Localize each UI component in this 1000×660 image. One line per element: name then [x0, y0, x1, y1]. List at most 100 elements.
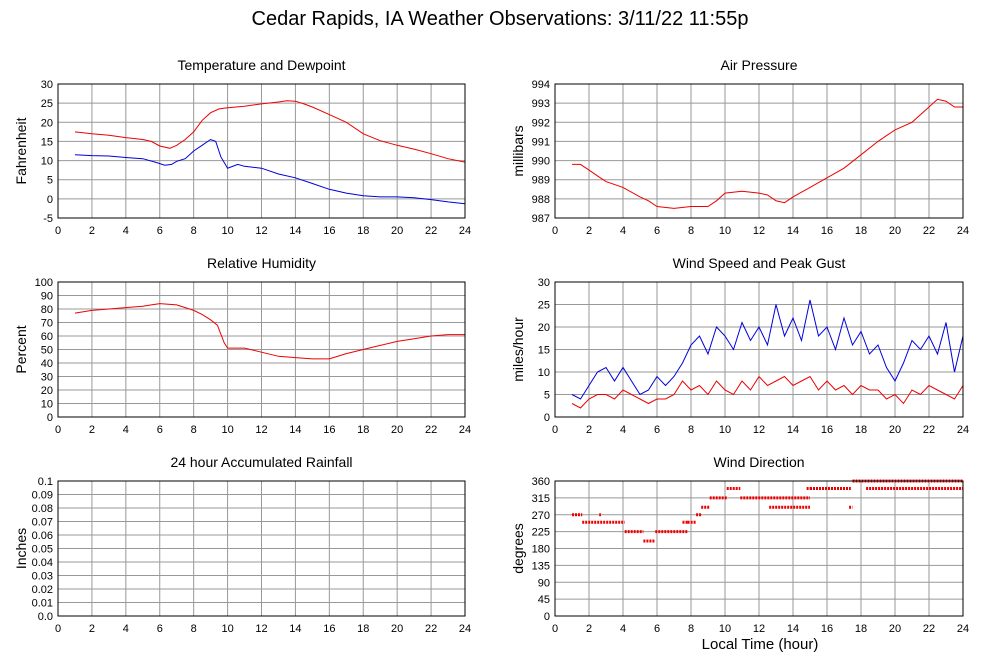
- direction-xtick-label: 22: [923, 623, 935, 635]
- direction-ytick-label: 225: [532, 527, 550, 539]
- humidity-ytick-label: 80: [41, 304, 53, 316]
- temp-dew-title: Temperature and Dewpoint: [177, 57, 345, 73]
- wind-ytick-label: 15: [538, 345, 550, 357]
- direction-xtick-label: 16: [821, 623, 833, 635]
- direction-plot-frame: [554, 480, 964, 617]
- humidity-series-red-line: [74, 303, 465, 360]
- humidity-ytick-label: 30: [41, 372, 53, 384]
- rain-ytick-label: 0.0: [38, 611, 53, 623]
- rain-ytick-label: 0.04: [32, 557, 53, 569]
- wind-xtick-label: 2: [586, 424, 592, 436]
- direction-ytick-label: 45: [538, 594, 550, 606]
- temp-dew-ytick-label: 20: [41, 117, 53, 129]
- rain-xtick-label: 24: [459, 623, 471, 635]
- pressure-xtick-label: 2: [586, 225, 592, 237]
- temp-dew-xtick-label: 2: [89, 225, 95, 237]
- rain-ytick-label: 0.02: [32, 584, 53, 596]
- temp-dew-xtick-label: 8: [191, 225, 197, 237]
- wind-xtick-label: 22: [923, 424, 935, 436]
- temp-dew-ytick-label: 10: [41, 156, 53, 168]
- wind-xtick-label: 4: [620, 424, 626, 436]
- pressure-xtick-label: 24: [957, 225, 969, 237]
- direction-xtick-label: 4: [620, 623, 626, 635]
- humidity-ytick-label: 40: [41, 358, 53, 370]
- rain-plot-frame: [57, 480, 466, 617]
- humidity-xtick-label: 2: [89, 424, 95, 436]
- wind-title: Wind Speed and Peak Gust: [673, 255, 846, 271]
- direction-xtick-label: 8: [688, 623, 694, 635]
- wind-xtick-label: 24: [957, 424, 969, 436]
- temp-dew-xtick-label: 22: [425, 225, 437, 237]
- rain-xtick-label: 8: [191, 623, 197, 635]
- wind-ytick-label: 0: [544, 412, 550, 424]
- humidity-ylabel: Percent: [13, 325, 29, 373]
- humidity-xtick-label: 22: [425, 424, 437, 436]
- pressure-ytick-label: 990: [532, 156, 550, 168]
- temp-dew-xtick-label: 4: [123, 225, 129, 237]
- pressure-xtick-label: 10: [719, 225, 731, 237]
- pressure-xtick-label: 20: [889, 225, 901, 237]
- rain-xtick-label: 10: [221, 623, 233, 635]
- temp-dew-series-red-line: [74, 100, 466, 163]
- page-title: Cedar Rapids, IA Weather Observations: 3…: [251, 8, 749, 30]
- humidity-xtick-label: 10: [221, 424, 233, 436]
- pressure-xtick-label: 4: [620, 225, 626, 237]
- rain-xtick-label: 16: [323, 623, 335, 635]
- pressure-ytick-label: 994: [532, 79, 550, 91]
- wind-xtick-label: 14: [787, 424, 799, 436]
- direction-title: Wind Direction: [713, 454, 804, 470]
- temp-dew-xtick-label: 24: [459, 225, 471, 237]
- direction-ytick-label: 180: [532, 544, 550, 556]
- humidity-title: Relative Humidity: [207, 255, 316, 271]
- direction-ytick-label: 135: [532, 560, 550, 572]
- rain-xtick-label: 22: [425, 623, 437, 635]
- pressure-ytick-label: 988: [532, 194, 550, 206]
- pressure-ytick-label: 993: [532, 98, 550, 110]
- rain-xtick-label: 18: [357, 623, 369, 635]
- temp-dew-xtick-label: 14: [289, 225, 301, 237]
- humidity-ytick-label: 60: [41, 331, 53, 343]
- rain-xtick-label: 4: [123, 623, 129, 635]
- wind-ylabel: miles/hour: [510, 317, 526, 382]
- wind-xtick-label: 6: [654, 424, 660, 436]
- temp-dew-ytick-label: -5: [43, 213, 53, 225]
- rain-ytick-label: 0.03: [32, 571, 53, 583]
- pressure-ytick-label: 987: [532, 213, 550, 225]
- humidity-xtick-label: 14: [289, 424, 301, 436]
- rain-ytick-label: 0.07: [32, 517, 53, 529]
- humidity-ytick-label: 70: [41, 318, 53, 330]
- humidity-xtick-label: 16: [323, 424, 335, 436]
- pressure-xtick-label: 12: [753, 225, 765, 237]
- humidity-xtick-label: 12: [255, 424, 267, 436]
- direction-xtick-label: 20: [889, 623, 901, 635]
- pressure-ytick-label: 989: [532, 175, 550, 187]
- humidity-xtick-label: 20: [391, 424, 403, 436]
- temp-dew-xtick-label: 16: [323, 225, 335, 237]
- pressure-xtick-label: 22: [923, 225, 935, 237]
- temp-dew-ytick-label: 30: [41, 79, 53, 91]
- wind-xtick-label: 0: [552, 424, 558, 436]
- temp-dew-xtick-label: 20: [391, 225, 403, 237]
- temp-dew-ytick-label: 5: [47, 175, 53, 187]
- temp-dew-ylabel: Fahrenheit: [13, 117, 29, 184]
- pressure-xtick-label: 0: [552, 225, 558, 237]
- pressure-xtick-label: 6: [654, 225, 660, 237]
- humidity-xtick-label: 4: [123, 424, 129, 436]
- pressure-plot-frame: [554, 83, 964, 219]
- wind-series-blue-line: [571, 299, 964, 400]
- wind-ytick-label: 10: [538, 367, 550, 379]
- direction-xtick-label: 14: [787, 623, 799, 635]
- rain-ytick-label: 0.09: [32, 490, 53, 502]
- pressure-title: Air Pressure: [720, 57, 797, 73]
- rain-xtick-label: 12: [255, 623, 267, 635]
- humidity-ytick-label: 90: [41, 291, 53, 303]
- x-axis-label: Local Time (hour): [701, 636, 819, 653]
- direction-xtick-label: 6: [654, 623, 660, 635]
- wind-xtick-label: 16: [821, 424, 833, 436]
- pressure-xtick-label: 14: [787, 225, 799, 237]
